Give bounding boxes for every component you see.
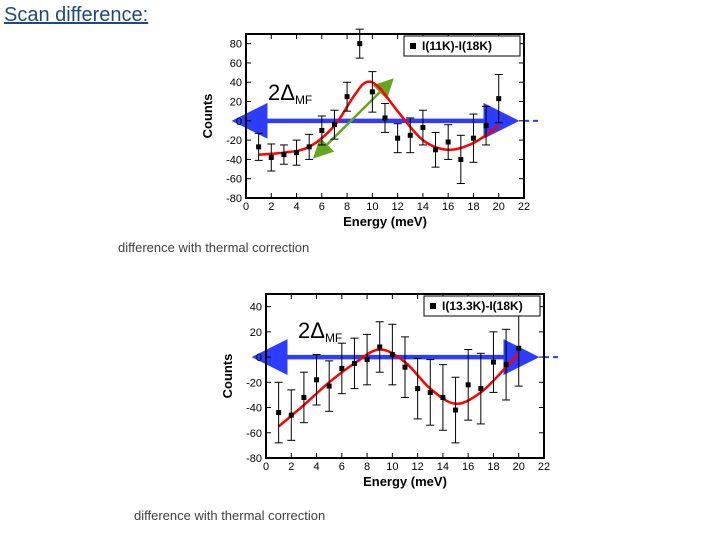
data-point <box>408 133 413 138</box>
ytick-label: 20 <box>230 97 242 109</box>
xtick-label: 8 <box>364 461 370 473</box>
ytick-label: -20 <box>226 135 242 147</box>
ytick-label: -40 <box>226 154 242 166</box>
data-point <box>496 96 501 101</box>
xtick-label: 16 <box>462 461 474 473</box>
data-point <box>365 357 370 362</box>
data-point <box>377 344 382 349</box>
ytick-label: 80 <box>230 39 242 51</box>
data-point <box>433 147 438 152</box>
data-point <box>428 390 433 395</box>
data-point <box>294 150 299 155</box>
xtick-label: 6 <box>319 201 325 213</box>
ytick-label: -60 <box>246 428 262 440</box>
ytick-label: -80 <box>246 453 262 465</box>
xtick-label: 10 <box>386 461 398 473</box>
caption-bottom: difference with thermal correction <box>134 508 325 523</box>
xtick-label: 22 <box>538 461 550 473</box>
xtick-label: 8 <box>344 201 350 213</box>
ytick-label: 40 <box>250 302 262 314</box>
data-point <box>357 41 362 46</box>
data-point <box>339 366 344 371</box>
page-title: Scan difference: <box>4 4 148 27</box>
xtick-label: 18 <box>487 461 499 473</box>
data-point <box>453 408 458 413</box>
data-point <box>307 144 312 149</box>
xlabel: Energy (meV) <box>363 474 447 489</box>
ytick-label: -80 <box>226 193 242 205</box>
xtick-label: 14 <box>417 201 429 213</box>
data-point <box>466 382 471 387</box>
legend-label: I(13.3K)-I(18K) <box>442 299 523 313</box>
data-point <box>281 152 286 157</box>
xtick-label: 2 <box>288 461 294 473</box>
ytick-label: -40 <box>246 403 262 415</box>
data-point <box>301 395 306 400</box>
data-point <box>370 89 375 94</box>
xtick-label: 20 <box>513 461 525 473</box>
xtick-label: 16 <box>442 201 454 213</box>
annotation-2delta-bottom: 2ΔMF <box>298 318 342 344</box>
annotation-2delta-top: 2ΔMF <box>268 80 312 106</box>
data-point <box>440 395 445 400</box>
xtick-label: 2 <box>268 201 274 213</box>
ylabel: Counts <box>220 354 235 399</box>
data-point <box>276 410 281 415</box>
data-point <box>420 125 425 130</box>
data-point <box>504 362 509 367</box>
xtick-label: 18 <box>467 201 479 213</box>
data-point <box>458 157 463 162</box>
ytick-label: 60 <box>230 58 242 70</box>
data-point <box>352 361 357 366</box>
ytick-label: 0 <box>256 352 262 364</box>
data-point <box>478 386 483 391</box>
data-point <box>491 360 496 365</box>
xtick-label: 12 <box>392 201 404 213</box>
data-point <box>516 346 521 351</box>
data-point <box>289 413 294 418</box>
data-point <box>484 123 489 128</box>
chart-panel-bottom: 0 2 4 6 8 10 12 14 16 18 20 22 -80 -60 -40 -20 0 20 40 Ener… <box>220 280 560 490</box>
data-point <box>403 365 408 370</box>
xtick-label: 10 <box>366 201 378 213</box>
ytick-label: -60 <box>226 174 242 186</box>
data-point <box>345 94 350 99</box>
ytick-label: 20 <box>250 327 262 339</box>
data-point <box>415 386 420 391</box>
xtick-label: 4 <box>313 461 319 473</box>
xtick-label: 0 <box>243 201 249 213</box>
xtick-label: 6 <box>339 461 345 473</box>
data-point <box>256 144 261 149</box>
data-point <box>319 128 324 133</box>
data-point <box>269 155 274 160</box>
data-point <box>383 115 388 120</box>
caption-top: difference with thermal correction <box>118 240 309 255</box>
ylabel: Counts <box>200 94 215 139</box>
xlabel: Energy (meV) <box>343 214 427 229</box>
xtick-label: 14 <box>437 461 449 473</box>
xtick-label: 22 <box>518 201 530 213</box>
ytick-label: 0 <box>236 116 242 128</box>
xtick-label: 4 <box>293 201 299 213</box>
xtick-label: 12 <box>412 461 424 473</box>
xtick-label: 20 <box>493 201 505 213</box>
data-point <box>327 384 332 389</box>
ytick-label: -20 <box>246 377 262 389</box>
data-point <box>471 136 476 141</box>
xtick-label: 0 <box>263 461 269 473</box>
data-point <box>446 140 451 145</box>
data-point <box>332 122 337 127</box>
data-point <box>314 377 319 382</box>
data-point <box>395 136 400 141</box>
legend-label: I(11K)-I(18K) <box>422 39 492 53</box>
chart-panel-top: 0 2 4 6 8 10 12 14 16 18 20 22 -80 -60 -40 -20 0 20 40 60 80… <box>200 20 540 230</box>
data-point <box>390 352 395 357</box>
ytick-label: 40 <box>230 77 242 89</box>
